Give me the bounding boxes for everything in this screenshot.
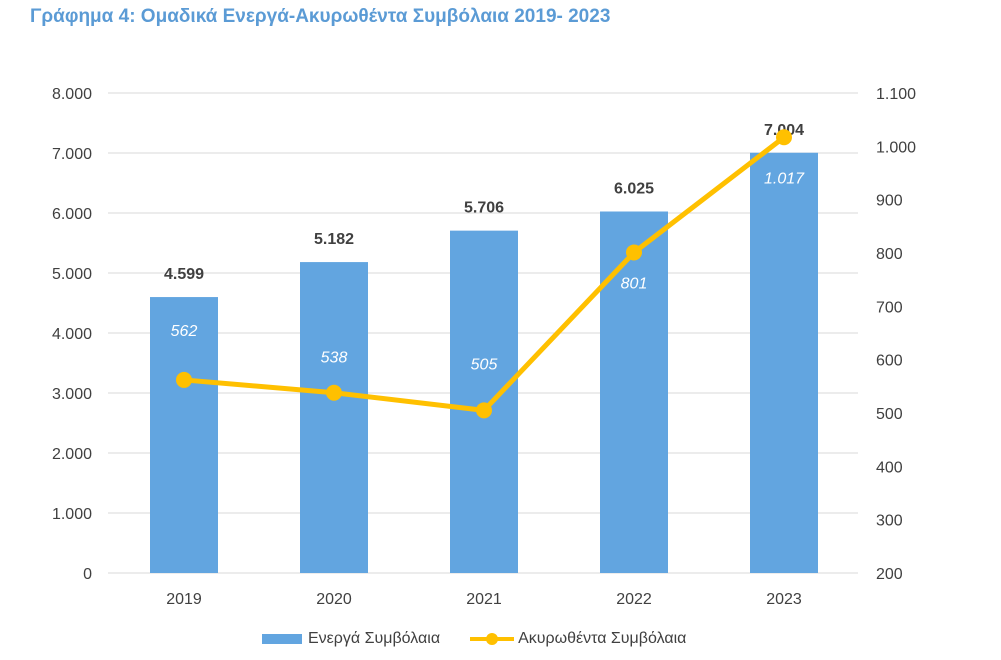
bar-value-label: 4.599: [164, 266, 204, 283]
bar: [750, 152, 818, 573]
x-tick-label: 2023: [766, 591, 802, 608]
line-value-label: 562: [171, 323, 198, 340]
left-tick-label: 8.000: [52, 86, 92, 103]
bar: [300, 262, 368, 573]
left-tick-label: 3.000: [52, 386, 92, 403]
right-tick-label: 200: [876, 566, 903, 583]
x-tick-label: 2021: [466, 591, 502, 608]
bar-value-label: 5.706: [464, 200, 504, 217]
line-point: [776, 129, 792, 146]
line-point: [476, 402, 492, 419]
line-value-label: 538: [321, 350, 348, 367]
legend-swatch-line: [470, 632, 515, 646]
left-tick-label: 6.000: [52, 206, 92, 223]
right-tick-label: 300: [876, 513, 903, 530]
bar: [150, 297, 218, 573]
left-tick-label: 4.000: [52, 326, 92, 343]
line-value-label: 801: [621, 275, 648, 292]
right-tick-label: 1.100: [876, 86, 916, 103]
right-tick-label: 700: [876, 299, 903, 316]
chart-title: Γράφημα 4: Ομαδικά Ενεργά-Ακυρωθέντα Συμ…: [30, 6, 611, 27]
right-tick-label: 400: [876, 459, 903, 476]
right-tick-label: 600: [876, 353, 903, 370]
legend-label-cancelled: Ακυρωθέντα Συμβόλαια: [518, 630, 687, 647]
bar: [450, 230, 518, 573]
line-point: [176, 371, 192, 388]
left-tick-label: 5.000: [52, 266, 92, 283]
bar-value-label: 6.025: [614, 181, 654, 198]
line-value-label: 505: [471, 356, 498, 373]
right-tick-label: 500: [876, 406, 903, 423]
left-tick-label: 0: [83, 566, 92, 583]
right-tick-label: 800: [876, 246, 903, 263]
bar: [600, 211, 668, 573]
left-tick-label: 7.000: [52, 146, 92, 163]
x-tick-label: 2020: [316, 591, 352, 608]
line-point: [326, 384, 342, 401]
legend-label-active: Ενεργά Συμβόλαια: [308, 630, 441, 647]
right-tick-label: 1.000: [876, 139, 916, 156]
legend-swatch-bar: [262, 634, 302, 644]
right-tick-label: 900: [876, 193, 903, 210]
line-point: [626, 244, 642, 261]
x-tick-label: 2019: [166, 591, 202, 608]
left-tick-label: 2.000: [52, 446, 92, 463]
x-tick-label: 2022: [616, 591, 652, 608]
legend: Ενεργά Συμβόλαια Ακυρωθέντα Συμβόλαια: [262, 630, 686, 648]
bar-value-label: 5.182: [314, 231, 354, 248]
line-value-label: 1.017: [764, 170, 805, 187]
left-tick-label: 1.000: [52, 506, 92, 523]
